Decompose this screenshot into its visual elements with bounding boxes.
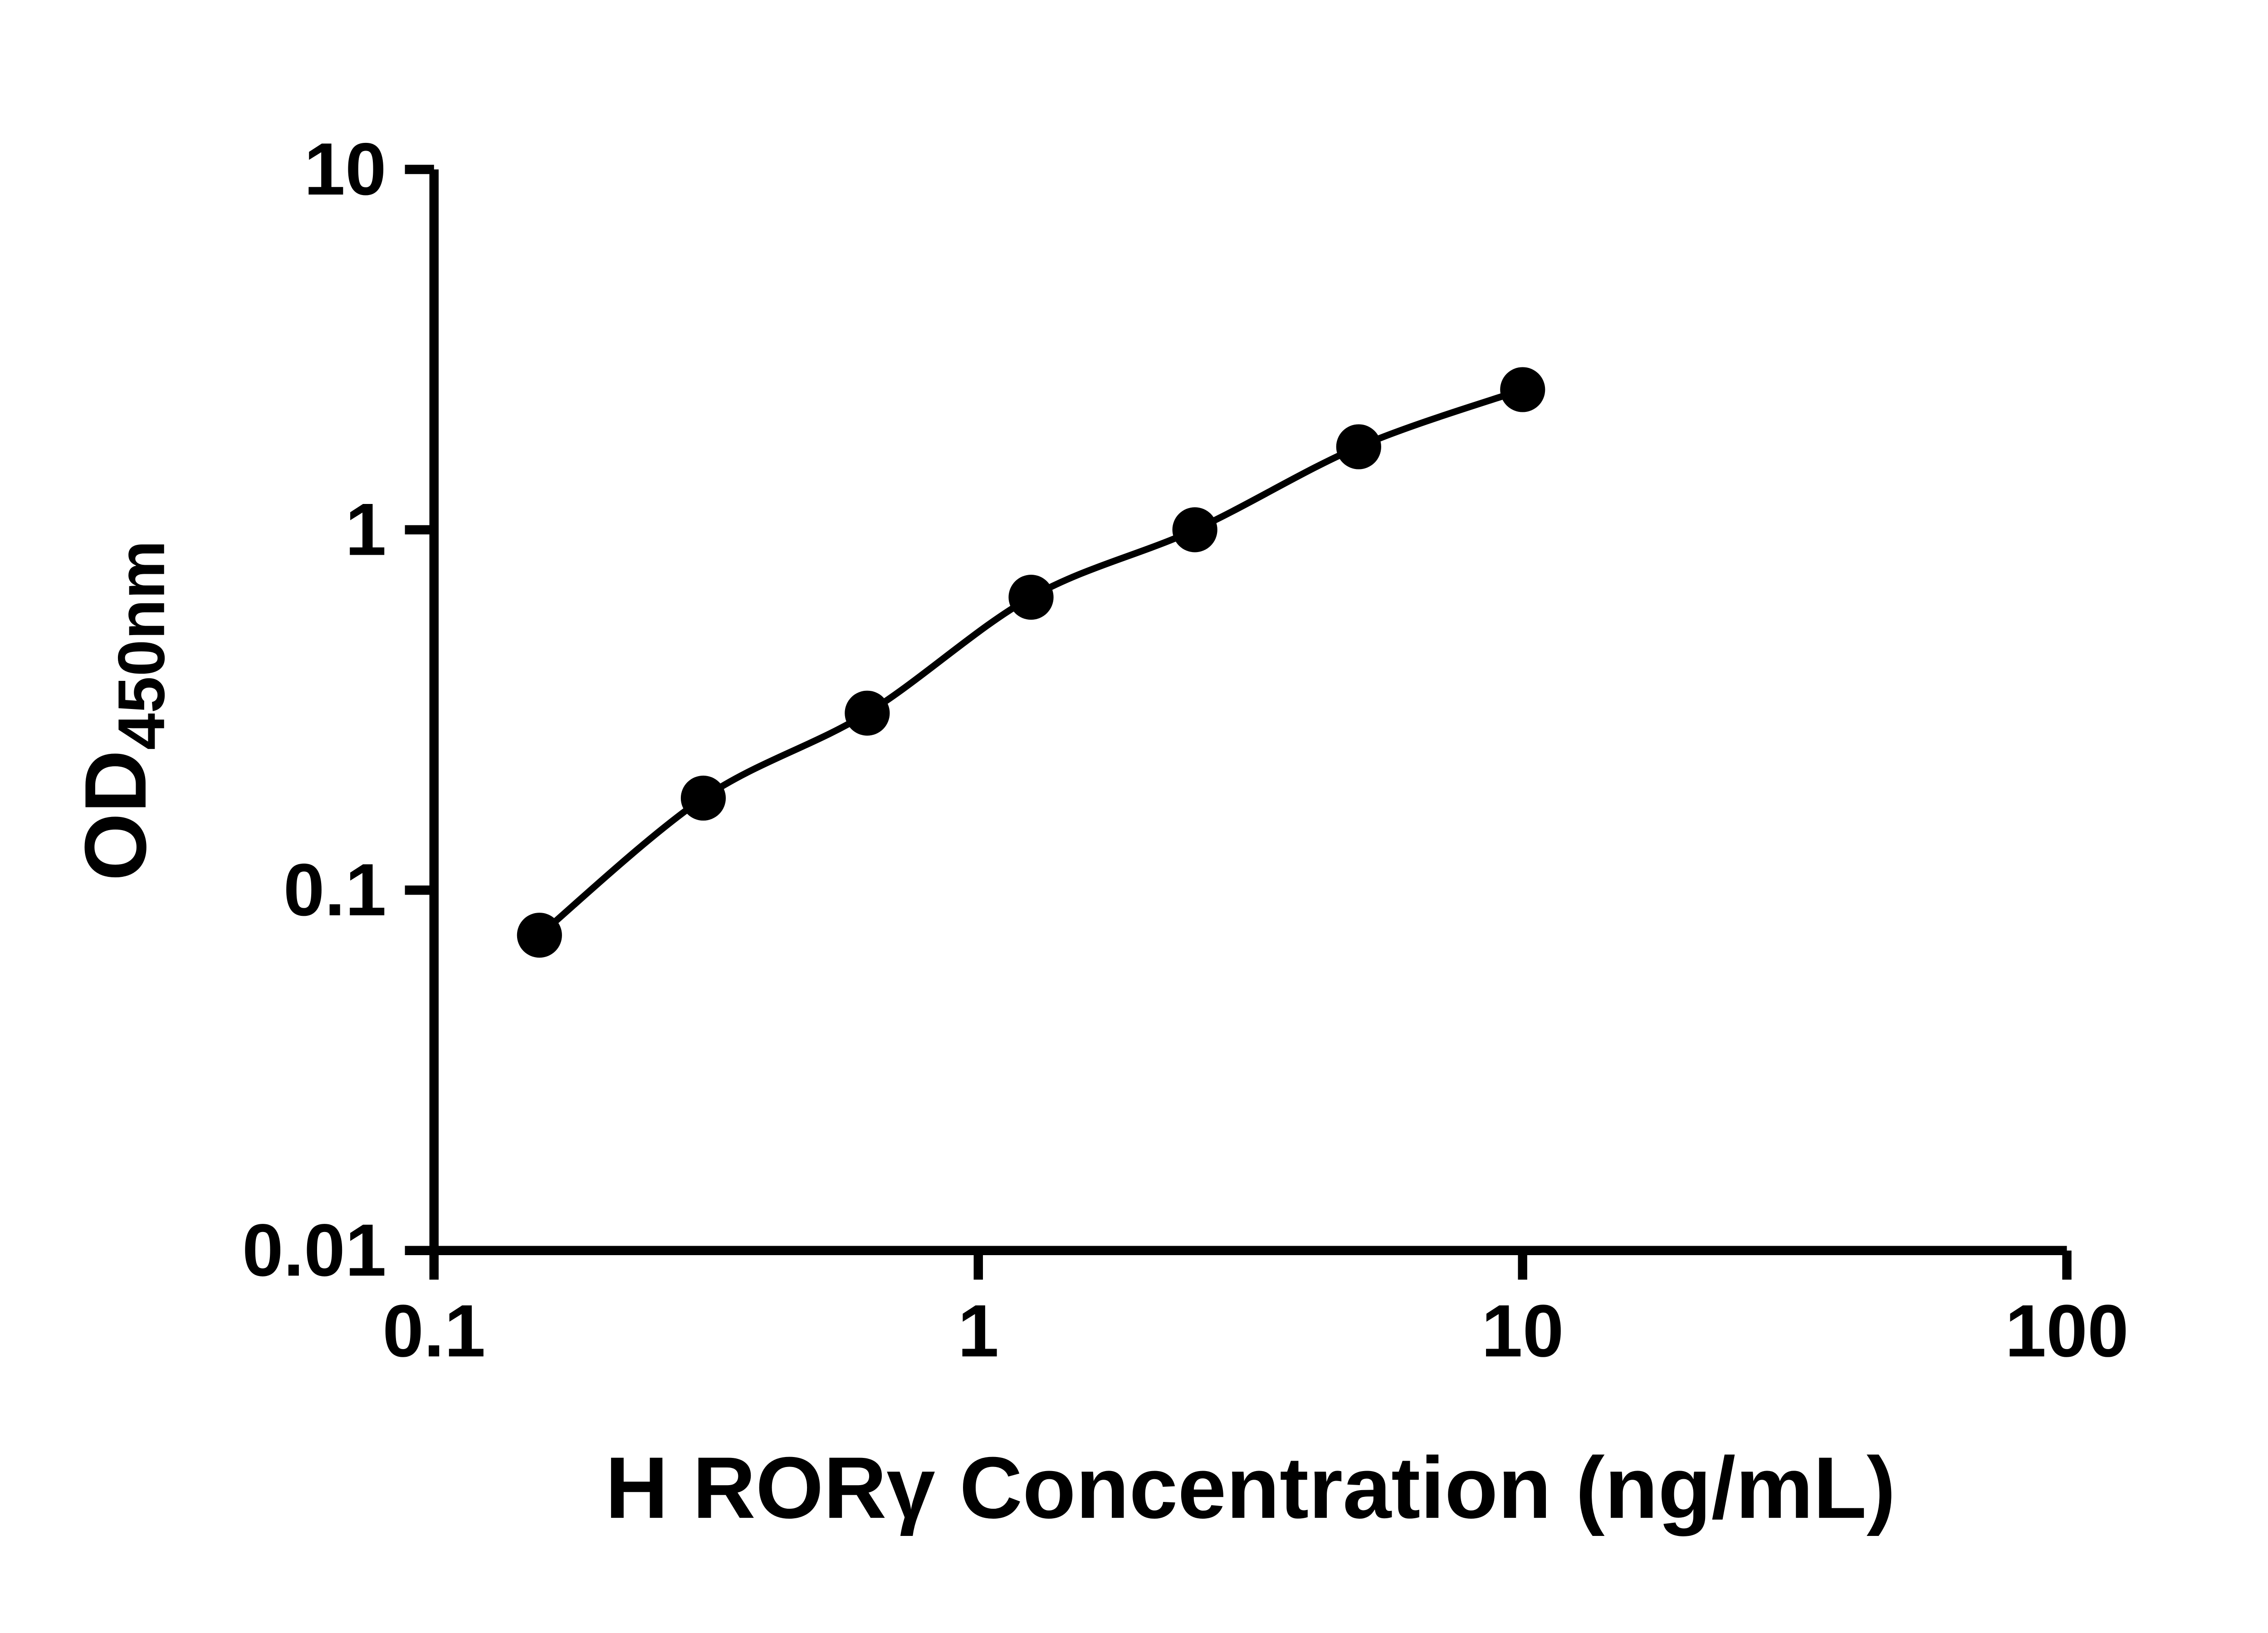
data-point [680, 775, 726, 821]
y-tick-label: 10 [304, 127, 386, 210]
data-point [517, 913, 562, 958]
y-tick-label: 0.1 [284, 848, 386, 931]
data-point [1172, 507, 1217, 552]
x-tick-label: 1 [958, 1289, 999, 1372]
standard-curve-line [537, 386, 1524, 938]
axes [429, 169, 2067, 1256]
x-tick-label: 0.1 [382, 1289, 485, 1372]
x-axis-label: H RORγ Concentration (ng/mL) [605, 1439, 1896, 1536]
data-point [1336, 424, 1381, 469]
y-tick-label: 0.01 [242, 1208, 386, 1291]
x-tick-label: 100 [2005, 1289, 2129, 1372]
data-point [1500, 367, 1545, 412]
y-tick-label: 1 [345, 488, 386, 571]
data-point [845, 690, 890, 736]
y-axis-label-main: OD [67, 750, 164, 881]
data-point [1008, 575, 1054, 620]
x-tick-label: 10 [1481, 1289, 1564, 1372]
y-axis-label-subscript: 450nm [104, 540, 178, 750]
y-axis-label: OD450nm [67, 540, 178, 881]
